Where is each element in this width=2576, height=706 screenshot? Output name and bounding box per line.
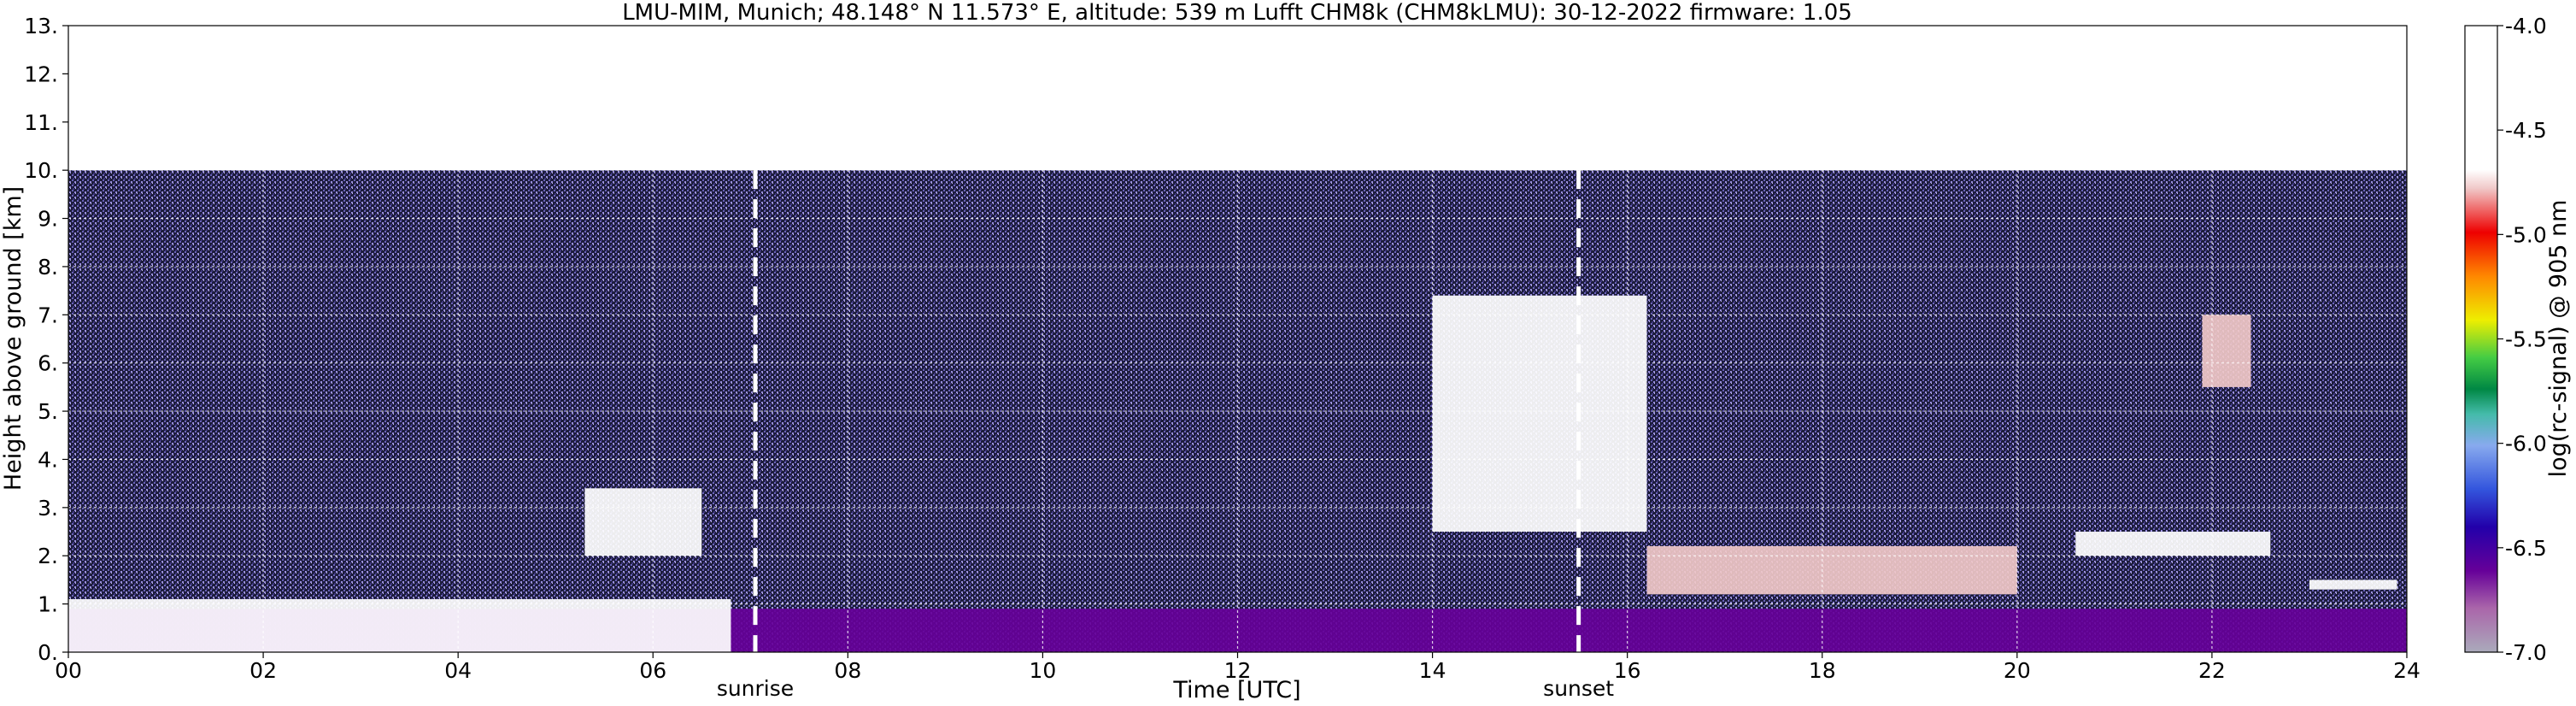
sunrise-label: sunrise (717, 676, 794, 701)
y-axis-label: Height above ground [km] (0, 186, 26, 491)
y-tick-label: 11. (24, 110, 58, 135)
colorbar-tick-label: -5.0 (2505, 222, 2547, 247)
y-tick-label: 9. (38, 207, 58, 232)
signal-night-cloud (2075, 532, 2271, 556)
signal-descending-cloud (1432, 295, 1647, 532)
colorbar-tick-label: -6.0 (2505, 432, 2547, 456)
x-tick-label: 18 (1809, 658, 1836, 683)
y-tick-label: 13. (24, 14, 58, 38)
x-tick-label: 00 (55, 658, 82, 683)
sunset-label: sunset (1543, 676, 1614, 701)
colorbar-ticks: -4.0 -4.5 -5.0 -5.5 -6.0 -6.5 -7.0 (2497, 14, 2547, 665)
x-tick-label: 02 (249, 658, 277, 683)
colorbar-label: log(rc-signal) @ 905 nm (2545, 200, 2572, 478)
event-lines (753, 170, 1581, 652)
chart-title: LMU-MIM, Munich; 48.148° N 11.573° E, al… (622, 0, 1852, 26)
colorbar-gradient (2464, 25, 2498, 653)
y-tick-label: 4. (38, 447, 58, 472)
signal-evening-cloud (1646, 545, 2017, 595)
y-tick-label: 5. (38, 399, 58, 424)
x-axis-ticks: 00 02 04 06 08 10 12 14 16 18 20 22 24 (55, 652, 2421, 683)
x-tick-label: 14 (1419, 658, 1446, 683)
y-axis-ticks: 0. 1. 2. 3. 4. 5. 6. 7. 8. 9. 10. 11. 12. 13. (24, 14, 68, 665)
x-tick-label: 24 (2393, 658, 2421, 683)
plot-area (68, 26, 2407, 652)
y-tick-label: 10. (24, 158, 58, 183)
colorbar-tick-label: -7.0 (2505, 640, 2547, 665)
event-labels: sunrise sunset (717, 676, 1614, 701)
grid (68, 26, 2407, 652)
y-tick-label: 8. (38, 255, 58, 279)
colorbar-tick-label: -6.5 (2505, 536, 2547, 561)
y-tick-label: 0. (38, 640, 58, 665)
x-tick-label: 16 (1614, 658, 1641, 683)
x-tick-label: 22 (2198, 658, 2226, 683)
colorbar-tick-label: -5.5 (2505, 327, 2547, 352)
y-tick-label: 3. (38, 496, 58, 521)
signal-morning-cloud (584, 488, 702, 556)
y-tick-label: 7. (38, 303, 58, 327)
signal-high-cloud (2202, 315, 2251, 387)
x-tick-label: 10 (1030, 658, 1057, 683)
x-tick-label: 04 (444, 658, 472, 683)
signal-night-cloud (2309, 580, 2397, 590)
x-tick-label: 20 (2004, 658, 2031, 683)
signal-morning-cloud (68, 598, 731, 652)
y-tick-label: 12. (24, 62, 58, 86)
y-tick-label: 6. (38, 351, 58, 376)
x-axis-label: Time [UTC] (1172, 677, 1300, 703)
colorbar-tick-label: -4.0 (2505, 14, 2547, 38)
x-tick-label: 08 (834, 658, 861, 683)
x-tick-label: 12 (1224, 658, 1252, 683)
y-tick-label: 1. (38, 592, 58, 617)
colorbar: -4.0 -4.5 -5.0 -5.5 -6.0 -6.5 -7.0 log(rc-sign… (2464, 14, 2572, 665)
x-tick-label: 06 (639, 658, 666, 683)
colorbar-tick-label: -4.5 (2505, 118, 2547, 143)
y-tick-label: 2. (38, 544, 58, 568)
